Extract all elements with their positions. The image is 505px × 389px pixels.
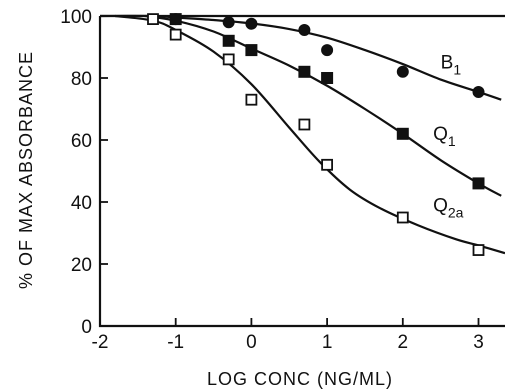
point-b1 (222, 16, 235, 29)
point-q1 (396, 127, 409, 140)
curve-q1 (145, 14, 502, 197)
x-tick-label: 0 (246, 332, 257, 353)
point-b1 (245, 17, 258, 30)
point-q2a (321, 158, 334, 171)
y-tick-label: 80 (71, 69, 92, 90)
point-q2a (169, 28, 182, 41)
ticks: -2 -1 0 1 2 3 0 20 40 60 80 100 (60, 7, 483, 353)
y-tick-label: 100 (60, 7, 92, 28)
series-label-main: Q (433, 195, 448, 216)
point-q1 (169, 13, 182, 26)
point-q1 (298, 65, 311, 78)
point-q1 (321, 72, 334, 84)
series-label-sub: 2a (448, 204, 464, 220)
point-q2a (147, 13, 159, 26)
series-label-q2a: Q2a (433, 195, 464, 220)
point-b1 (472, 85, 485, 98)
series-label-sub: 1 (448, 133, 456, 149)
point-q2a (245, 93, 258, 106)
series-label-main: Q (433, 124, 448, 145)
point-q1 (245, 44, 258, 57)
y-tick-label: 40 (71, 193, 92, 214)
x-tick-label: 3 (473, 332, 484, 353)
x-tick-label: -1 (167, 332, 184, 353)
point-q2a (298, 118, 311, 131)
x-axis-title: LOG CONC (NG/ML) (207, 369, 393, 389)
y-tick-label: 20 (71, 255, 92, 276)
point-q2a (396, 211, 409, 224)
point-b1 (321, 44, 334, 57)
point-q1 (222, 34, 235, 47)
x-tick-label: -2 (92, 332, 109, 353)
series-label-main: B (441, 53, 454, 74)
markers (147, 13, 485, 256)
x-tick-label: 1 (322, 332, 333, 353)
point-q2a (472, 244, 485, 256)
series-label-b1: B1 (441, 53, 462, 78)
point-b1 (396, 65, 409, 78)
y-tick-label: 60 (71, 131, 92, 152)
series-label-sub: 1 (453, 62, 461, 78)
x-tick-label: 2 (398, 332, 409, 353)
point-q1 (472, 177, 485, 190)
y-axis-title: % OF MAX ABSORBANCE (16, 51, 36, 289)
point-q2a (222, 53, 235, 66)
y-tick-label: 0 (81, 317, 92, 338)
point-b1 (298, 23, 311, 36)
series-label-q1: Q1 (433, 124, 456, 149)
